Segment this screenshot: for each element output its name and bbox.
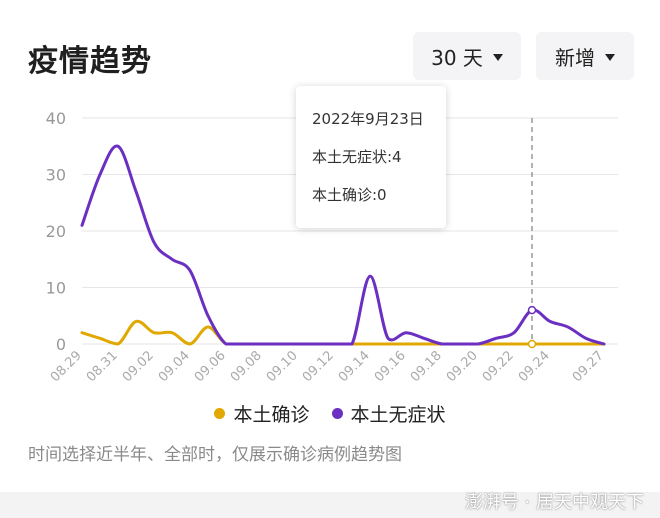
x-tick-label: 09.08 bbox=[228, 348, 265, 385]
confirmed-dot-icon bbox=[214, 408, 226, 419]
legend-item-asymptomatic[interactable]: 本土无症状 bbox=[331, 400, 446, 427]
x-tick-label: 09.04 bbox=[156, 348, 193, 385]
tooltip-asymptomatic: 本土无症状:4 bbox=[312, 148, 402, 166]
x-tick-label: 09.14 bbox=[336, 348, 373, 385]
x-tick-label: 09.27 bbox=[570, 348, 607, 385]
y-tick-label: 30 bbox=[46, 166, 66, 185]
days-range-label: 30 天 bbox=[431, 45, 483, 70]
metric-dropdown[interactable]: 新增 bbox=[536, 32, 634, 80]
y-tick-label: 0 bbox=[56, 335, 66, 354]
legend-label-confirmed: 本土确诊 bbox=[233, 404, 310, 426]
tooltip-confirmed: 本土确诊:0 bbox=[312, 186, 387, 204]
caret-down-icon bbox=[605, 53, 615, 61]
x-tick-label: 09.02 bbox=[120, 348, 157, 385]
x-tick-label: 09.22 bbox=[480, 348, 517, 385]
y-tick-label: 20 bbox=[46, 222, 66, 241]
bottom-bar bbox=[0, 492, 660, 518]
legend-item-confirmed[interactable]: 本土确诊 bbox=[214, 400, 310, 427]
x-tick-label: 09.18 bbox=[408, 348, 445, 385]
caret-down-icon bbox=[492, 53, 503, 61]
chart-legend: 本土确诊 本土无症状 bbox=[0, 400, 660, 427]
y-tick-label: 10 bbox=[46, 279, 66, 298]
legend-label-asymptomatic: 本土无症状 bbox=[350, 404, 446, 426]
series-line-confirmed bbox=[80, 319, 606, 346]
days-range-dropdown[interactable]: 30 天 bbox=[413, 32, 521, 80]
x-tick-label: 09.20 bbox=[444, 348, 481, 385]
highlight-point bbox=[527, 339, 537, 349]
tooltip-date: 2022年9月23日 bbox=[312, 110, 424, 128]
x-tick-label: 08.29 bbox=[48, 348, 85, 385]
chart-note: 时间选择近半年、全部时，仅展示确诊病例趋势图 bbox=[28, 445, 402, 465]
metric-label: 新增 bbox=[555, 45, 595, 70]
page-title: 疫情趋势 bbox=[28, 44, 152, 79]
y-tick-label: 40 bbox=[46, 109, 66, 128]
x-tick-label: 08.31 bbox=[84, 348, 121, 385]
x-tick-label: 09.10 bbox=[264, 348, 301, 385]
highlight-point bbox=[527, 305, 537, 315]
x-tick-label: 09.06 bbox=[192, 348, 229, 385]
x-tick-label: 09.16 bbox=[372, 348, 409, 385]
series-line-asymptomatic bbox=[80, 144, 606, 346]
x-tick-label: 09.24 bbox=[516, 348, 553, 385]
x-tick-label: 09.12 bbox=[300, 348, 337, 385]
watermark: 澎湃号 · 居天中观天下 bbox=[464, 492, 644, 513]
chart-tooltip: 2022年9月23日 本土无症状:4 本土确诊:0 bbox=[296, 86, 446, 228]
asymptomatic-dot-icon bbox=[331, 408, 343, 419]
